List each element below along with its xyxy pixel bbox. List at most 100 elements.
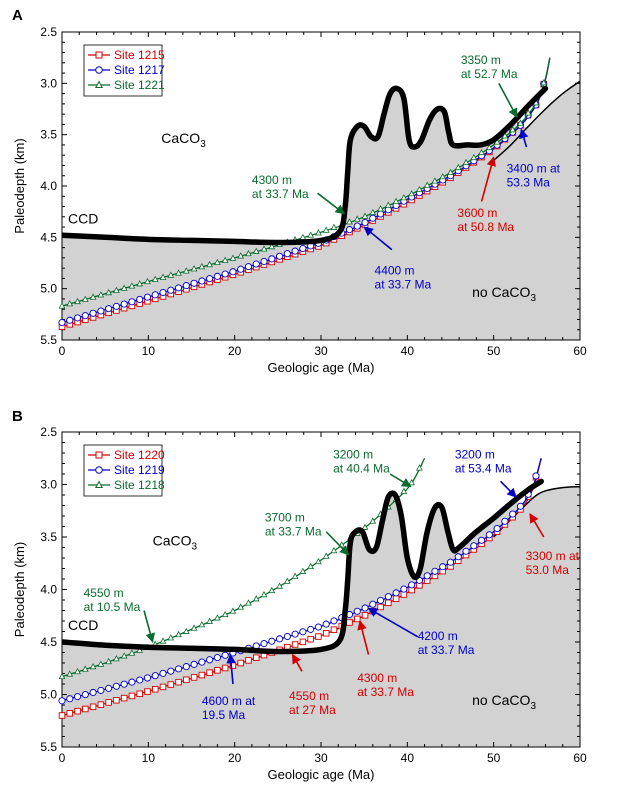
data-point-triangle [81, 295, 89, 302]
annotation: 3400 m at 53.3 Ma [507, 128, 561, 190]
caco3-label: CaCO3 [161, 130, 206, 150]
data-point-square [58, 712, 66, 719]
y-tick-label: 2.5 [40, 425, 57, 439]
x-tick-label: 0 [59, 344, 66, 358]
annotation: 3200 m at 53.4 Ma [455, 447, 517, 498]
annotation-line: 3350 m [461, 53, 501, 67]
legend-label: Site 1219 [114, 463, 165, 477]
data-point-circle [229, 268, 237, 276]
no-caco3-label: no CaCO3 [472, 692, 536, 712]
data-point-square [82, 705, 89, 713]
data-point-square [183, 676, 190, 684]
x-axis-label: Geologic age (Ma) [268, 767, 375, 782]
data-point-circle [159, 288, 167, 297]
x-tick-label: 30 [314, 344, 328, 358]
data-point-circle [136, 676, 144, 684]
data-point-triangle [221, 256, 229, 263]
ccd-label: CCD [68, 210, 98, 226]
annotation-arrow [226, 653, 236, 685]
data-point-square [330, 626, 338, 633]
annotation: 3700 m at 33.7 Ma [265, 510, 350, 556]
data-point-triangle [509, 126, 517, 133]
data-point-circle [532, 472, 540, 480]
data-point-triangle [167, 271, 175, 278]
data-point-square [346, 619, 353, 626]
data-point-circle [73, 693, 82, 701]
data-point-triangle [66, 300, 74, 307]
data-point-circle [237, 265, 245, 273]
data-point-circle [174, 665, 183, 673]
annotation-arrow [367, 607, 419, 638]
data-point-triangle [190, 624, 198, 631]
data-point-circle [105, 684, 113, 692]
data-point-triangle [384, 201, 392, 208]
data-point-circle [377, 210, 385, 218]
data-point-circle [369, 214, 377, 222]
data-point-triangle [377, 205, 384, 212]
annotation-text: 3400 m at 53.3 Ma [507, 162, 561, 190]
data-point-circle [260, 257, 268, 265]
legend-label: Site 1217 [114, 63, 165, 77]
data-point-triangle [136, 646, 144, 653]
annotation-text: 3700 m at 33.7 Ma [265, 510, 322, 538]
annotation-text: 4400 m at 33.7 Ma [375, 263, 432, 291]
data-point-circle [439, 563, 447, 571]
data-point-triangle [74, 667, 81, 675]
data-point-square [354, 615, 361, 623]
annotation-line: 3200 m [333, 447, 373, 461]
data-point-triangle [260, 245, 268, 252]
data-point-triangle [361, 212, 369, 219]
ccd-line [62, 85, 549, 246]
data-point-triangle [229, 607, 237, 614]
x-tick-label: 60 [573, 751, 587, 765]
legend-entry: Site 1221 [88, 78, 165, 92]
data-point-circle [120, 300, 128, 308]
data-point-triangle [221, 610, 229, 618]
data-point-triangle [198, 262, 206, 270]
data-point-triangle [190, 265, 198, 272]
annotation-text: 3200 m at 40.4 Ma [333, 447, 390, 475]
no-caco3-region [62, 486, 580, 747]
data-point-triangle [97, 291, 105, 298]
data-point-circle [509, 510, 517, 518]
legend-entry: Site 1218 [88, 478, 165, 492]
data-point-triangle [89, 293, 97, 300]
legend-marker [94, 80, 104, 88]
data-point-circle [260, 640, 268, 648]
annotation-line: 19.5 Ma [202, 708, 246, 722]
data-point-circle [206, 656, 214, 664]
data-point-circle [268, 255, 276, 263]
data-point-circle [384, 593, 392, 601]
annotation: 3300 m at 53.0 Ma [526, 513, 580, 577]
y-tick-label: 5.0 [40, 282, 57, 296]
y-tick-label: 3.0 [40, 76, 57, 90]
data-point-circle [97, 307, 105, 315]
data-point-circle [66, 316, 74, 324]
data-point-square [136, 690, 143, 698]
data-point-triangle [291, 572, 299, 579]
data-point-square [385, 599, 392, 607]
annotation-line: 4300 m [357, 671, 397, 685]
data-point-triangle [175, 630, 182, 638]
annotation-line: 3700 m [265, 510, 305, 524]
data-point-circle [89, 688, 97, 697]
data-point-circle [66, 695, 74, 703]
data-point-square [113, 697, 120, 704]
y-tick-label: 2.5 [40, 25, 57, 39]
data-point-circle [167, 667, 175, 675]
data-point-circle [353, 222, 361, 230]
data-point-triangle [400, 194, 408, 201]
annotation-arrow [389, 473, 412, 488]
legend-marker [95, 466, 103, 474]
data-point-square [74, 707, 81, 715]
caco3-subscript: 3 [200, 139, 206, 150]
data-point-circle [291, 630, 299, 638]
data-point-circle [431, 567, 439, 575]
data-point-square [175, 678, 182, 686]
data-point-square [214, 667, 221, 674]
data-point-circle [361, 604, 369, 612]
data-point-circle [81, 312, 89, 320]
data-point-triangle [159, 273, 167, 280]
annotation: 4550 m at 10.5 Ma [84, 586, 155, 643]
data-point-square [221, 664, 229, 672]
